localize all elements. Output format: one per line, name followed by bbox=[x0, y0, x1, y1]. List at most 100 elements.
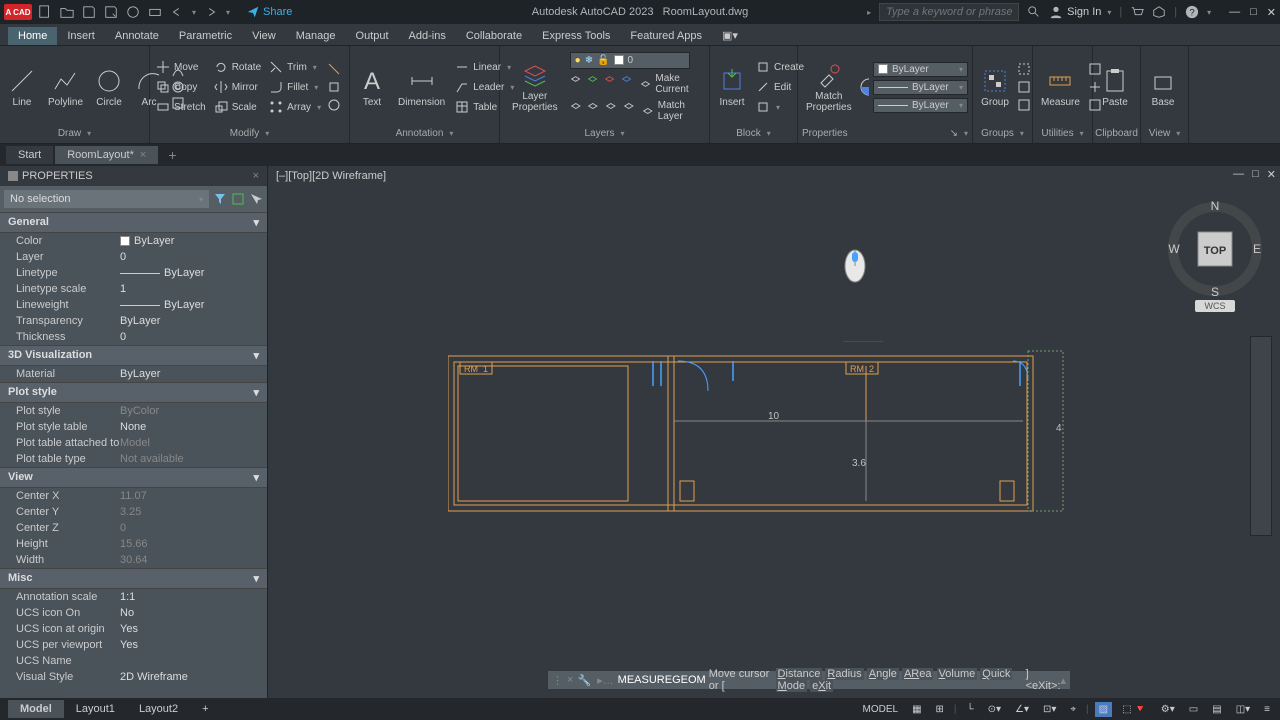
tab-view[interactable]: View bbox=[242, 27, 286, 45]
tab-featured[interactable]: Featured Apps bbox=[620, 27, 712, 45]
layer-icon7[interactable] bbox=[605, 99, 617, 113]
layer-icon6[interactable] bbox=[587, 99, 599, 113]
cmd-option[interactable]: Quick bbox=[980, 668, 1012, 680]
section-misc[interactable]: Misc▾ bbox=[0, 568, 267, 589]
layer-icon3[interactable] bbox=[604, 72, 615, 86]
status-lwt-icon[interactable]: ⌖ bbox=[1066, 702, 1080, 717]
cmd-option[interactable]: eXit bbox=[810, 680, 833, 692]
status-anno-icon[interactable]: ▨ bbox=[1095, 702, 1112, 717]
status-monitor-icon[interactable]: ▭ bbox=[1185, 702, 1202, 717]
quickselect-icon[interactable] bbox=[213, 192, 227, 206]
add-layout-button[interactable]: + bbox=[190, 700, 220, 718]
modify-misc3-icon[interactable] bbox=[327, 98, 341, 112]
panel-draw-title[interactable]: Draw bbox=[4, 126, 145, 141]
redo-icon[interactable] bbox=[204, 5, 218, 19]
cmd-option[interactable]: Angle bbox=[867, 668, 899, 680]
panel-layers-title[interactable]: Layers bbox=[504, 126, 705, 141]
pickadd-icon[interactable] bbox=[249, 192, 263, 206]
canvas-minimize-icon[interactable]: — bbox=[1233, 168, 1244, 181]
group-button[interactable]: Group bbox=[977, 65, 1013, 110]
layer-icon2[interactable] bbox=[587, 72, 598, 86]
layer-properties-button[interactable]: Layer Properties bbox=[504, 59, 566, 115]
save-icon[interactable] bbox=[82, 5, 96, 19]
search-icon[interactable] bbox=[1027, 5, 1041, 19]
fillet-button[interactable]: Fillet bbox=[267, 79, 323, 95]
trim-button[interactable]: Trim bbox=[267, 59, 323, 75]
modify-misc2-icon[interactable] bbox=[327, 80, 341, 94]
group-icon1[interactable] bbox=[1017, 62, 1031, 76]
selection-combo[interactable]: No selection bbox=[4, 190, 209, 208]
select-icon[interactable] bbox=[231, 192, 245, 206]
cmd-option[interactable]: ARea bbox=[902, 668, 934, 680]
mirror-button[interactable]: Mirror bbox=[212, 79, 263, 95]
panel-properties-title[interactable]: Properties ↘ bbox=[802, 126, 968, 141]
command-line[interactable]: ⋮ × 🔧 ▸… MEASUREGEOM Move cursor or [ Di… bbox=[548, 671, 1070, 689]
add-file-tab-button[interactable]: + bbox=[160, 147, 184, 163]
tab-express[interactable]: Express Tools bbox=[532, 27, 620, 45]
cmd-option[interactable]: Mode bbox=[776, 680, 808, 692]
cmd-handle-icon[interactable]: ⋮ bbox=[552, 674, 563, 687]
tab-insert[interactable]: Insert bbox=[57, 27, 105, 45]
panel-block-title[interactable]: Block bbox=[714, 126, 793, 141]
search-input[interactable] bbox=[879, 3, 1019, 21]
status-hw-icon[interactable]: ▤ bbox=[1208, 702, 1225, 717]
status-scale-icon[interactable]: ⬚ 🔻 bbox=[1118, 702, 1151, 717]
saveas-icon[interactable] bbox=[104, 5, 118, 19]
canvas-maximize-icon[interactable]: □ bbox=[1252, 168, 1259, 181]
base-button[interactable]: Base bbox=[1145, 65, 1181, 110]
tab-home[interactable]: Home bbox=[8, 27, 57, 45]
close-tab-icon[interactable]: × bbox=[140, 149, 146, 161]
redo-dropdown-icon[interactable]: ▾ bbox=[226, 8, 230, 17]
status-clean-icon[interactable]: ◫▾ bbox=[1232, 702, 1254, 717]
rotate-button[interactable]: Rotate bbox=[212, 59, 263, 75]
match-properties-button[interactable]: Match Properties bbox=[802, 59, 856, 115]
layout-tab-model[interactable]: Model bbox=[8, 700, 64, 718]
copy-button[interactable]: Copy bbox=[154, 79, 208, 95]
close-button[interactable]: ✕ bbox=[1267, 6, 1276, 19]
status-ortho-icon[interactable]: └ bbox=[963, 702, 978, 717]
undo-icon[interactable] bbox=[170, 5, 184, 19]
cmd-expand-icon[interactable]: ▴ bbox=[1060, 674, 1066, 687]
polyline-button[interactable]: Polyline bbox=[44, 65, 87, 110]
new-icon[interactable] bbox=[38, 5, 52, 19]
help-icon[interactable]: ? bbox=[1185, 5, 1199, 19]
layer-combo[interactable]: ●❄🔓0 bbox=[570, 52, 690, 69]
panel-annotation-title[interactable]: Annotation bbox=[354, 126, 495, 141]
paste-button[interactable]: Paste bbox=[1097, 65, 1133, 110]
app-store-icon[interactable] bbox=[1152, 5, 1166, 19]
cmd-close-icon[interactable]: × bbox=[567, 674, 573, 686]
modify-misc1-icon[interactable] bbox=[327, 62, 341, 76]
move-button[interactable]: Move bbox=[154, 59, 208, 75]
measure-button[interactable]: Measure bbox=[1037, 65, 1084, 110]
status-osnap-icon[interactable]: ⊡▾ bbox=[1039, 702, 1060, 717]
undo-dropdown-icon[interactable]: ▾ bbox=[192, 8, 196, 17]
status-polar-icon[interactable]: ⊙▾ bbox=[984, 702, 1005, 717]
array-button[interactable]: Array bbox=[267, 99, 323, 115]
match-layer-button[interactable]: Match Layer bbox=[640, 99, 705, 123]
cmd-option[interactable]: Volume bbox=[937, 668, 978, 680]
circle-button[interactable]: Circle bbox=[91, 65, 127, 110]
group-icon2[interactable] bbox=[1017, 80, 1031, 94]
plot-icon[interactable] bbox=[148, 5, 162, 19]
cart-icon[interactable] bbox=[1130, 5, 1144, 19]
viewport-label[interactable]: [–][Top][2D Wireframe] bbox=[276, 170, 386, 182]
color-wheel-icon[interactable] bbox=[860, 78, 869, 96]
cmd-customize-icon[interactable]: 🔧 bbox=[577, 674, 591, 687]
section-view[interactable]: View▾ bbox=[0, 467, 267, 488]
tab-extra-icon[interactable]: ▣▾ bbox=[712, 26, 748, 45]
cmd-option[interactable]: Distance bbox=[776, 668, 823, 680]
file-tab-document[interactable]: RoomLayout*× bbox=[55, 146, 158, 164]
status-snap-icon[interactable]: ⊞ bbox=[932, 702, 948, 717]
palette-close-icon[interactable]: × bbox=[253, 170, 259, 182]
linetype-combo[interactable]: ByLayer bbox=[873, 98, 968, 113]
drawing-canvas[interactable]: — □ ✕ [–][Top][2D Wireframe] N S W E TOP… bbox=[268, 166, 1280, 711]
layer-icon8[interactable] bbox=[623, 99, 635, 113]
share-button[interactable]: Share bbox=[246, 5, 292, 19]
panel-utilities-title[interactable]: Utilities bbox=[1037, 126, 1088, 141]
color-combo[interactable]: ByLayer bbox=[873, 62, 968, 77]
sign-in-button[interactable]: Sign In▾ bbox=[1049, 5, 1111, 19]
minimize-button[interactable]: — bbox=[1229, 6, 1240, 19]
panel-groups-title[interactable]: Groups bbox=[977, 126, 1028, 141]
tab-parametric[interactable]: Parametric bbox=[169, 27, 242, 45]
layout-tab-2[interactable]: Layout2 bbox=[127, 700, 190, 718]
